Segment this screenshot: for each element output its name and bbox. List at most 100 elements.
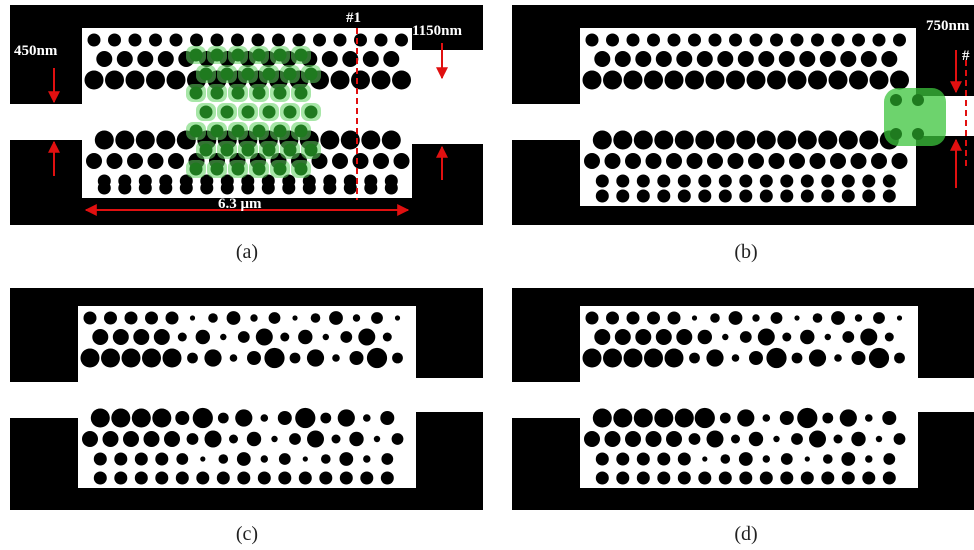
air-hole <box>839 409 857 427</box>
air-hole <box>698 189 712 203</box>
air-hole <box>102 431 119 447</box>
air-hole <box>584 431 600 447</box>
green-hole <box>241 143 255 157</box>
air-hole <box>823 454 833 464</box>
green-hole <box>912 94 924 106</box>
air-hole <box>852 33 865 47</box>
air-hole <box>849 70 868 90</box>
air-hole <box>705 70 725 90</box>
air-hole <box>821 189 835 203</box>
air-hole <box>340 331 353 343</box>
air-hole <box>728 311 743 325</box>
air-hole <box>809 430 826 448</box>
air-hole <box>791 352 803 364</box>
air-hole <box>190 33 203 47</box>
air-hole <box>83 311 97 325</box>
air-hole <box>842 331 855 343</box>
air-hole <box>759 189 773 203</box>
air-hole <box>616 174 630 188</box>
air-hole <box>115 130 135 150</box>
air-hole <box>770 33 783 47</box>
air-hole <box>677 471 691 485</box>
air-hole <box>395 33 408 47</box>
air-hole <box>718 174 732 188</box>
air-hole <box>616 452 630 466</box>
green-hole <box>283 143 297 157</box>
output-waveguide <box>410 50 483 144</box>
air-hole <box>854 314 863 322</box>
green-hole <box>273 86 287 100</box>
air-hole <box>383 51 400 67</box>
green-hole <box>231 48 245 62</box>
air-hole <box>875 435 883 443</box>
air-hole <box>298 471 312 485</box>
air-hole <box>821 471 835 485</box>
air-hole <box>250 314 258 322</box>
air-hole <box>603 70 622 90</box>
air-hole <box>739 189 753 203</box>
green-hole <box>189 124 203 138</box>
air-hole <box>123 431 139 447</box>
green-hole <box>189 48 203 62</box>
air-hole <box>758 51 775 67</box>
green-hole <box>199 143 213 157</box>
air-hole <box>644 70 663 90</box>
air-hole <box>698 174 712 188</box>
air-hole <box>364 181 378 195</box>
green-hole <box>220 105 234 119</box>
air-hole <box>657 452 671 466</box>
air-hole <box>757 328 775 346</box>
air-hole <box>260 455 268 463</box>
air-hole <box>159 181 173 195</box>
green-hole <box>890 128 902 140</box>
air-hole <box>277 411 292 425</box>
air-hole <box>237 471 251 485</box>
air-hole <box>868 347 890 369</box>
air-hole <box>152 408 172 428</box>
green-hole <box>304 105 318 119</box>
air-hole <box>838 130 858 150</box>
air-hole <box>616 471 630 485</box>
air-hole <box>821 174 835 188</box>
air-hole <box>695 130 715 150</box>
air-hole <box>189 315 196 321</box>
air-hole <box>799 51 816 67</box>
air-hole <box>862 471 876 485</box>
air-hole <box>633 130 653 150</box>
air-hole <box>155 471 169 485</box>
air-hole <box>247 351 261 365</box>
green-hole <box>890 94 902 106</box>
air-hole <box>371 312 383 324</box>
air-hole <box>337 409 355 427</box>
air-hole <box>647 33 660 47</box>
air-hole <box>865 414 873 422</box>
air-hole <box>811 33 824 47</box>
air-hole <box>84 70 104 90</box>
air-hole <box>767 70 786 90</box>
air-hole <box>644 348 663 368</box>
green-hole <box>912 128 924 140</box>
air-hole <box>689 352 700 364</box>
air-hole <box>869 70 889 90</box>
caption-b: (b) <box>734 241 757 263</box>
air-hole <box>718 471 732 485</box>
air-hole <box>860 328 878 346</box>
air-hole <box>332 153 348 169</box>
air-hole <box>156 130 176 150</box>
air-hole <box>891 153 908 169</box>
air-hole <box>749 351 763 365</box>
air-hole <box>865 455 873 463</box>
air-hole <box>635 329 652 345</box>
green-hole <box>241 105 255 119</box>
air-hole <box>830 153 846 169</box>
air-hole <box>145 311 158 325</box>
air-hole <box>125 70 145 90</box>
air-hole <box>720 454 731 464</box>
air-hole <box>623 70 643 90</box>
air-hole <box>177 332 187 342</box>
air-hole <box>883 453 896 465</box>
air-hole <box>800 329 815 345</box>
air-hole <box>104 311 117 325</box>
air-hole <box>831 311 845 325</box>
air-hole <box>146 70 165 90</box>
